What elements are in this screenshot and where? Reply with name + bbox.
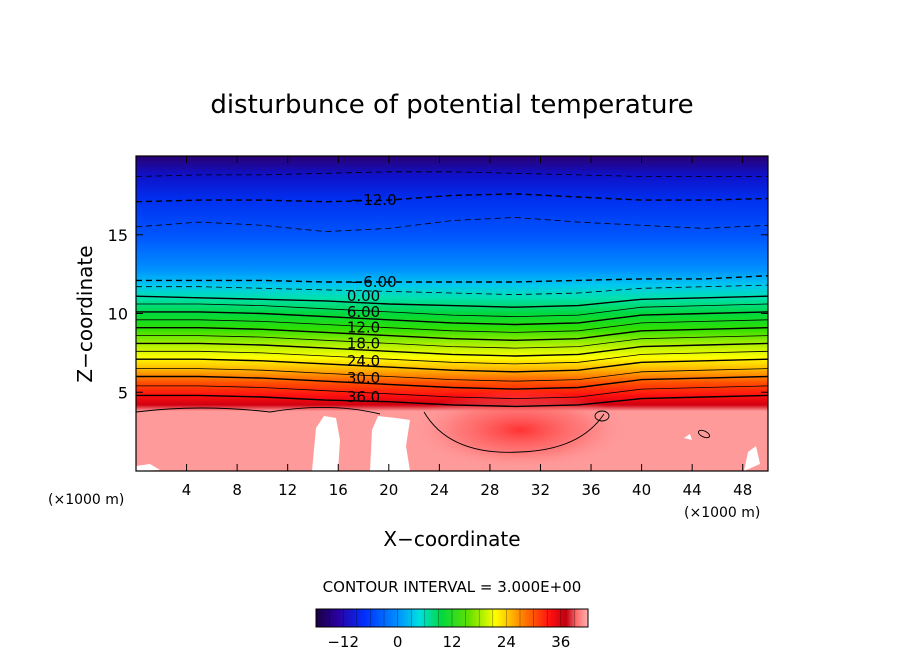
colorbar-frame: [315, 608, 589, 628]
x-tick-label: 28: [480, 481, 499, 499]
contour-label: −12.0: [351, 191, 397, 209]
contour-line: [136, 358, 768, 373]
x-tick-label: 24: [430, 481, 449, 499]
contour-label: 30.0: [347, 369, 380, 387]
contour-lines: [136, 171, 768, 408]
contour-line: [136, 193, 768, 203]
colorbar-scale: −12 0 12 24 36: [315, 609, 589, 651]
contour-interval-text: CONTOUR INTERVAL = 3.000E+00: [323, 578, 582, 596]
y-tick-label: 15: [108, 226, 128, 245]
x-tick-label: 8: [232, 481, 242, 499]
contour-line: [136, 350, 768, 365]
contour-label: 24.0: [347, 352, 380, 370]
colorbar-tick-label: 0: [393, 633, 403, 651]
contour-line: [136, 275, 768, 283]
colorbar-tick-label: −12: [327, 633, 359, 651]
contour-label: 18.0: [347, 334, 380, 352]
contour-line: [136, 342, 768, 357]
y-axis-label: Z−coordinate: [73, 245, 97, 382]
contour-label: 0.00: [347, 287, 380, 305]
x-tick-label: 4: [182, 481, 192, 499]
contour-label: 36.0: [347, 388, 380, 406]
y-tick-label: 5: [118, 383, 128, 402]
colorbar-tick-label: 12: [442, 633, 461, 651]
contour-line: [136, 303, 768, 318]
contour-label: 12.0: [347, 319, 380, 337]
contour-line: [136, 311, 768, 326]
y-tick-label: 10: [108, 305, 128, 324]
chart-title: disturbunce of potential temperature: [210, 90, 693, 120]
contour-line: [136, 327, 768, 342]
x-tick-label: 48: [733, 481, 752, 499]
colorbar-tick-label: 24: [497, 633, 516, 651]
contour-label: 6.00: [347, 303, 380, 321]
y-axis: 5 10 15: [108, 226, 768, 402]
x-tick-label: 12: [278, 481, 297, 499]
x-tick-label: 40: [632, 481, 651, 499]
x-tick-label: 44: [683, 481, 702, 499]
x-unit-left: (×1000 m): [48, 492, 124, 508]
contour-line: [136, 319, 768, 333]
x-tick-label: 20: [379, 481, 398, 499]
x-axis: 4 8 12 16 20 24 28 32 36 40 44 48: [182, 156, 752, 499]
x-tick-label: 36: [581, 481, 600, 499]
contour-line: [136, 385, 768, 400]
contour-line: [136, 375, 768, 390]
colorbar-tick-label: 36: [551, 633, 570, 651]
contour-line: [136, 394, 768, 408]
contour-line: [136, 368, 768, 382]
contour-line: [136, 335, 768, 349]
x-tick-label: 32: [531, 481, 550, 499]
contour-line: [136, 216, 768, 233]
contour-line: [136, 295, 768, 308]
x-unit-right: (×1000 m): [684, 505, 760, 521]
contour-line: [136, 284, 768, 296]
x-tick-label: 16: [329, 481, 348, 499]
x-axis-label: X−coordinate: [383, 527, 520, 551]
contour-label: −6.00: [351, 273, 397, 291]
field-fill: [136, 156, 768, 471]
contour-line: [136, 171, 768, 177]
